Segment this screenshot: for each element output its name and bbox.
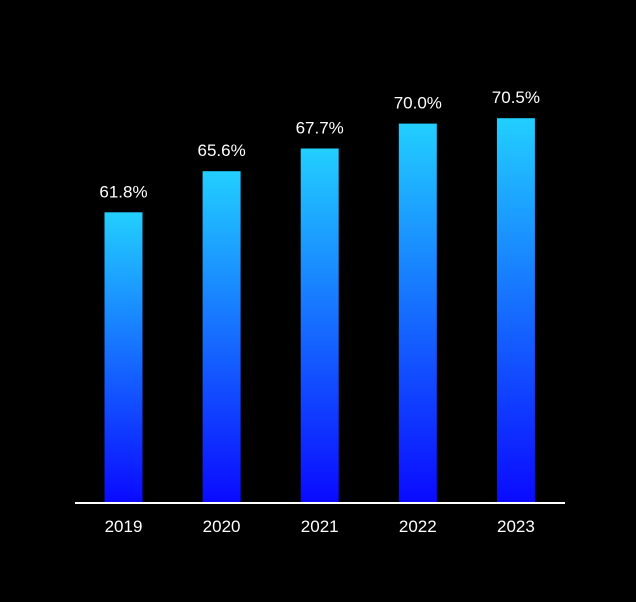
bar-2019: [104, 212, 143, 503]
data-label-2023: 70.5%: [492, 88, 540, 107]
x-tick-label-2019: 2019: [105, 517, 143, 536]
data-label-2019: 61.8%: [99, 182, 147, 201]
bars-group: [104, 118, 535, 503]
x-tick-label-2020: 2020: [203, 517, 241, 536]
data-label-2020: 65.6%: [197, 141, 245, 160]
bar-2020: [202, 171, 241, 502]
x-tick-label-2023: 2023: [497, 517, 535, 536]
data-label-2022: 70.0%: [394, 94, 442, 113]
data-label-2021: 67.7%: [296, 119, 344, 138]
x-tick-label-2021: 2021: [301, 517, 339, 536]
bar-2021: [300, 148, 339, 502]
bar-2023: [496, 118, 535, 502]
labels-group: 61.8% 2019 65.6% 2020 67.7% 2021 70.0% 2022 70.5…: [99, 88, 540, 536]
bar-2022: [398, 123, 437, 502]
x-tick-label-2022: 2022: [399, 517, 437, 536]
